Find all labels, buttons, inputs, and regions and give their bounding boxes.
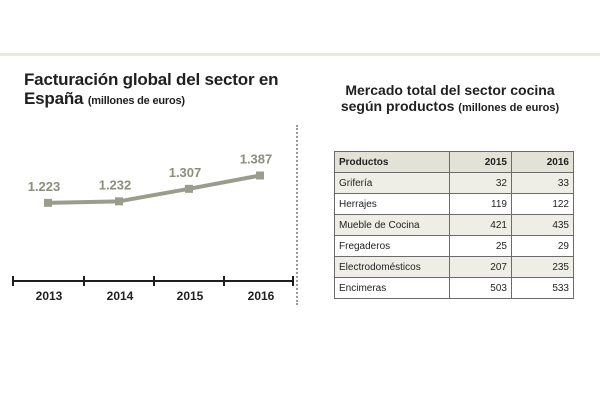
table-row: Mueble de Cocina 421 435 [334,214,575,236]
value-2016: 29 [510,235,575,257]
top-rule [0,53,600,56]
right-table-title: Mercado total del sector cocina según pr… [300,82,600,116]
data-point [256,171,264,180]
right-title-line1: Mercado total del sector cocina [345,82,555,98]
table-row: Herrajes 119 122 [334,193,575,215]
value-2016: 533 [510,277,575,299]
vertical-divider [296,125,298,305]
table-row: Fregaderos 25 29 [334,235,575,257]
left-title-line2: España [24,89,84,108]
left-chart-title: Facturación global del sector en España … [24,70,294,111]
data-point [115,197,123,206]
x-tick-label: 2014 [107,289,134,303]
table-row: Electrodomésticos 207 235 [334,256,575,278]
value-2016: 235 [510,256,575,278]
value-2015: 32 [448,172,512,194]
header-2015: 2015 [448,151,512,173]
data-point [185,184,193,193]
value-2016: 435 [510,214,575,236]
header-2016: 2016 [510,151,575,173]
value-2015: 421 [448,214,512,236]
value-2016: 33 [510,172,575,194]
value-2015: 25 [448,235,512,257]
header-productos: Productos [334,151,450,173]
line-chart: 1.223 1.232 1.307 1.387 2013 2014 2015 2016 [12,152,294,303]
product-name: Electrodomésticos [334,256,450,278]
product-name: Fregaderos [334,235,450,257]
product-name: Herrajes [334,193,450,215]
value-2015: 119 [448,193,512,215]
series-line [46,173,262,205]
x-tick-label: 2013 [36,289,63,303]
data-label: 1.387 [240,152,273,167]
value-2015: 207 [448,256,512,278]
left-title-line1: Facturación global del sector en [24,70,279,89]
x-tick-label: 2016 [248,289,275,303]
value-2015: 503 [448,277,512,299]
data-label: 1.232 [99,177,132,192]
product-name: Encimeras [334,277,450,299]
product-name: Grifería [334,172,450,194]
value-2016: 122 [510,193,575,215]
right-title-line2: según productos [340,98,455,114]
table-row: Encimeras 503 533 [334,277,575,299]
data-label: 1.223 [28,179,61,194]
left-title-subtitle: (millones de euros) [87,95,185,107]
data-point [44,198,52,207]
x-tick-label: 2015 [177,289,204,303]
product-name: Mueble de Cocina [334,214,450,236]
right-title-subtitle: (millones de euros) [458,102,560,114]
table-header-row: Productos 2015 2016 [334,151,575,173]
products-table: Productos 2015 2016 Grifería 32 33 Herra… [334,151,575,299]
table-row: Grifería 32 33 [334,172,575,194]
data-label: 1.307 [169,165,202,180]
